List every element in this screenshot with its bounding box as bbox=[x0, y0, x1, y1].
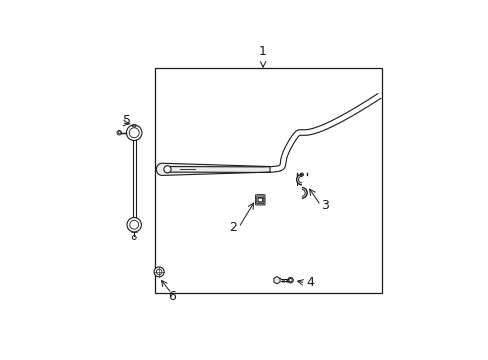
Text: 5: 5 bbox=[123, 114, 131, 127]
Text: 6: 6 bbox=[167, 290, 175, 303]
Text: 3: 3 bbox=[321, 199, 328, 212]
Polygon shape bbox=[273, 276, 280, 284]
Circle shape bbox=[154, 267, 164, 277]
Text: 2: 2 bbox=[228, 221, 236, 234]
Text: 1: 1 bbox=[259, 45, 266, 58]
Circle shape bbox=[127, 217, 141, 232]
Circle shape bbox=[126, 125, 142, 140]
Bar bbox=[155, 68, 382, 293]
Circle shape bbox=[163, 166, 171, 173]
Text: 4: 4 bbox=[305, 276, 313, 289]
Polygon shape bbox=[156, 163, 269, 175]
